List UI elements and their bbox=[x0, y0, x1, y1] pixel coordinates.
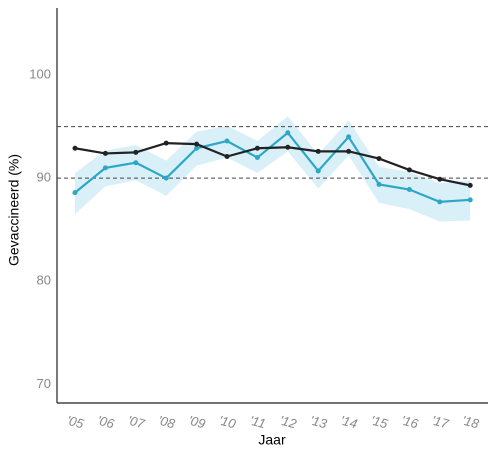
x-tick-label: '15 bbox=[369, 413, 390, 432]
x-tick-label: '18 bbox=[460, 413, 481, 432]
point bbox=[406, 187, 412, 193]
series-line bbox=[74, 141, 471, 187]
x-tick-label: '06 bbox=[96, 413, 117, 432]
y-tick-label: 90 bbox=[37, 170, 51, 185]
point bbox=[72, 145, 78, 151]
point bbox=[467, 182, 473, 188]
point bbox=[406, 167, 412, 173]
x-axis-title: Jaar bbox=[258, 432, 286, 448]
point bbox=[285, 144, 291, 150]
confidence-band bbox=[75, 116, 471, 222]
series-line bbox=[74, 131, 471, 204]
y-tick-label: 80 bbox=[37, 273, 51, 288]
x-tick-label: '05 bbox=[65, 413, 86, 432]
point bbox=[224, 138, 230, 144]
x-tick-label: '16 bbox=[400, 413, 421, 432]
point bbox=[437, 176, 443, 182]
point bbox=[102, 150, 108, 156]
point bbox=[133, 149, 139, 155]
point bbox=[376, 181, 382, 187]
x-tick-label: '08 bbox=[156, 413, 177, 432]
point bbox=[72, 190, 78, 196]
x-tick-label: '17 bbox=[430, 413, 451, 432]
point bbox=[315, 148, 321, 154]
point bbox=[102, 165, 108, 171]
point bbox=[163, 140, 169, 146]
y-axis-title: Gevaccineerd (%) bbox=[6, 154, 22, 266]
x-tick-label: '12 bbox=[278, 413, 299, 432]
y-tick-label: 70 bbox=[37, 376, 51, 391]
x-tick-label: '09 bbox=[187, 413, 207, 432]
point bbox=[376, 156, 382, 162]
point bbox=[254, 155, 260, 161]
point bbox=[224, 154, 230, 160]
x-tick-label: '10 bbox=[217, 413, 238, 432]
y-tick-label: 100 bbox=[29, 66, 51, 81]
x-tick-label: '07 bbox=[126, 413, 147, 432]
x-tick-label: '14 bbox=[339, 413, 359, 432]
point bbox=[254, 145, 260, 151]
x-tick-label: '13 bbox=[308, 413, 329, 432]
point bbox=[163, 175, 169, 181]
point bbox=[467, 197, 473, 203]
point bbox=[315, 168, 321, 174]
point bbox=[285, 130, 291, 136]
point bbox=[437, 199, 443, 205]
point bbox=[133, 160, 139, 166]
point bbox=[194, 145, 200, 151]
point bbox=[194, 141, 200, 147]
point bbox=[346, 134, 352, 140]
x-tick-label: '11 bbox=[248, 413, 267, 432]
point bbox=[346, 148, 352, 154]
